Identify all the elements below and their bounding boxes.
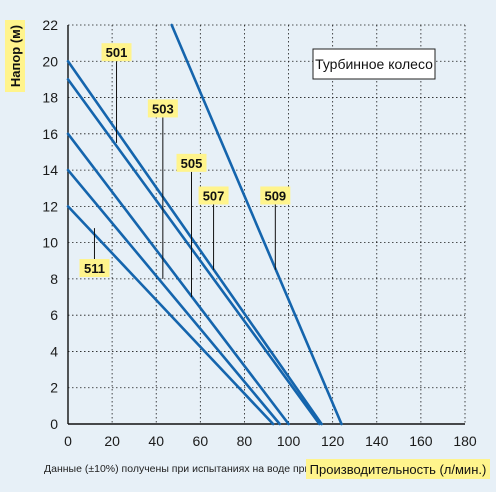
series-label-503: 503	[152, 101, 174, 116]
x-tick-label: 60	[193, 433, 209, 449]
x-tick-label: 180	[453, 433, 477, 449]
series-line-509	[170, 23, 343, 426]
data-note: Данные (±10%) получены при испытаниях на…	[44, 463, 340, 475]
series-label-511: 511	[84, 261, 105, 276]
x-tick-label: 80	[237, 433, 253, 449]
x-tick-label: 20	[104, 433, 120, 449]
x-tick-label: 100	[277, 433, 301, 449]
y-axis-label-box	[5, 20, 25, 92]
y-tick-label: 8	[50, 271, 58, 287]
tick-layer: 0 2 4 6 8 10 12 14 16 18 20 22 0 20 40 60 80 100 120 140 160…	[42, 17, 476, 449]
y-axis-label: Напор (м)	[8, 25, 23, 87]
series-label-509: 509	[264, 188, 286, 203]
x-tick-label: 140	[365, 433, 389, 449]
series-line-507	[66, 168, 282, 426]
y-tick-label: 4	[50, 343, 58, 359]
y-tick-label: 20	[42, 53, 58, 69]
series-layer	[66, 23, 343, 426]
legend-group: Турбинное колесо	[312, 48, 436, 80]
legend-text: Турбинное колесо	[315, 56, 433, 72]
y-tick-label: 10	[42, 235, 58, 251]
y-tick-label: 12	[42, 198, 58, 214]
label-layer: 501 503 505 507 509 511	[79, 43, 291, 298]
x-tick-label: 160	[409, 433, 433, 449]
series-line-511	[66, 205, 275, 426]
y-tick-label: 14	[42, 162, 58, 178]
series-label-box-505	[176, 153, 207, 172]
series-line-503	[66, 78, 321, 426]
x-tick-label: 40	[148, 433, 164, 449]
y-tick-label: 18	[42, 90, 58, 106]
series-label-501: 501	[106, 45, 128, 60]
y-tick-label: 2	[50, 380, 58, 396]
series-label-507: 507	[203, 188, 225, 203]
series-label-box-501	[101, 43, 132, 62]
y-tick-label: 6	[50, 307, 58, 323]
x-tick-label: 120	[321, 433, 345, 449]
y-tick-label: 22	[42, 17, 58, 33]
series-label-505: 505	[181, 156, 203, 171]
x-axis-label-group: Производительность (л/мин.)	[306, 459, 490, 479]
legend-box	[312, 48, 436, 80]
y-tick-label: 16	[42, 126, 58, 142]
series-label-box-511	[79, 259, 110, 278]
x-axis-label: Производительность (л/мин.)	[310, 462, 487, 477]
series-label-box-507	[198, 186, 229, 205]
series-label-box-503	[147, 99, 178, 118]
x-tick-label: 0	[64, 433, 72, 449]
grid-layer	[67, 24, 466, 425]
x-axis-label-box	[306, 459, 490, 479]
series-label-box-509	[260, 186, 291, 205]
y-axis-label-group: Напор (м)	[5, 20, 25, 92]
series-line-501	[66, 59, 323, 426]
series-line-505	[66, 132, 290, 426]
y-tick-label: 0	[50, 416, 58, 432]
